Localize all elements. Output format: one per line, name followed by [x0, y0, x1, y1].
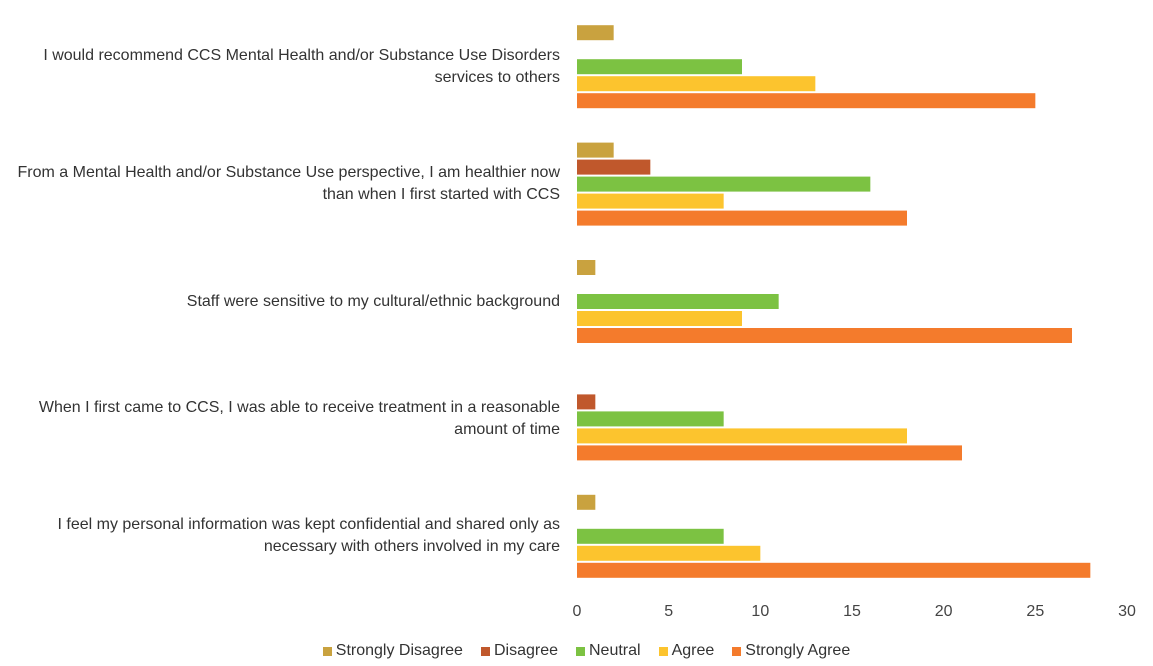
bar [577, 445, 962, 461]
category-label: Staff were sensitive to my cultural/ethn… [186, 292, 560, 310]
legend-label: Strongly Disagree [335, 642, 463, 659]
x-tick-label: 30 [1118, 603, 1136, 620]
bar [577, 428, 907, 444]
legend-label: Agree [671, 642, 715, 659]
bar [577, 328, 1072, 343]
legend-swatch [658, 646, 668, 656]
category-label: From a Mental Health and/or Substance Us… [17, 164, 561, 204]
bar [577, 176, 871, 192]
legend-swatch [480, 646, 490, 656]
bar [577, 59, 742, 75]
bar [577, 411, 724, 427]
legend-swatch [322, 646, 332, 656]
bar [577, 528, 724, 544]
legend-item: Disagree [480, 642, 558, 660]
bar [577, 311, 742, 326]
bar [577, 210, 907, 226]
x-tick-label: 0 [573, 603, 582, 620]
x-tick-label: 15 [843, 603, 861, 620]
bar [577, 142, 614, 158]
legend-label: Neutral [588, 642, 641, 659]
legend-item: Strongly Agree [732, 642, 850, 660]
bar [577, 394, 596, 410]
category-label: When I first came to CCS, I was able to … [38, 398, 560, 438]
bar [577, 76, 816, 92]
legend-label: Strongly Agree [745, 642, 851, 659]
bar [577, 93, 1036, 109]
bar [577, 159, 651, 175]
x-tick-label: 5 [664, 603, 673, 620]
category-label: I feel my personal information was kept … [57, 516, 561, 556]
bar [577, 193, 724, 209]
legend-label: Disagree [493, 642, 558, 659]
bar [577, 494, 596, 510]
legend-item: Neutral [575, 642, 641, 660]
category-label: I would recommend CCS Mental Health and/… [43, 46, 560, 86]
bar [577, 545, 761, 561]
x-tick-label: 25 [1026, 603, 1044, 620]
legend-item: Agree [658, 642, 715, 660]
legend-swatch [575, 646, 585, 656]
legend-item: Strongly Disagree [322, 642, 463, 660]
legend-swatch [732, 646, 742, 656]
legend: Strongly Disagree Disagree Neutral Agree Str… [0, 642, 1153, 660]
x-tick-label: 20 [935, 603, 953, 620]
x-tick-label: 10 [751, 603, 769, 620]
bar [577, 25, 614, 41]
bar [577, 294, 779, 309]
bar [577, 260, 596, 275]
bar [577, 562, 1091, 578]
